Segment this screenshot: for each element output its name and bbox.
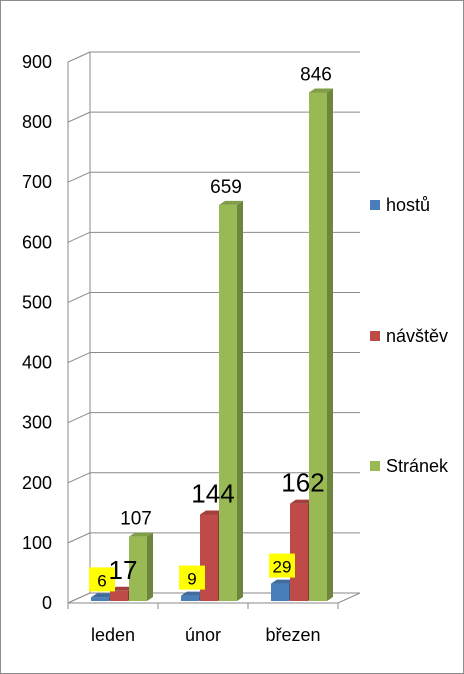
data-label: 659 xyxy=(210,177,242,198)
bar-front xyxy=(181,595,199,601)
gridline-side xyxy=(67,171,91,183)
legend-swatch xyxy=(370,200,380,210)
bar-front xyxy=(91,597,109,601)
x-category-label: leden xyxy=(91,625,135,645)
y-tick-label: 800 xyxy=(22,112,52,132)
y-tick-label: 200 xyxy=(22,473,52,493)
data-label-bg xyxy=(179,565,205,590)
gridline-side xyxy=(67,532,91,544)
bar-top xyxy=(91,593,115,598)
y-tick-label: 700 xyxy=(22,172,52,192)
data-label: 17 xyxy=(109,555,138,585)
data-label: 107 xyxy=(120,509,152,530)
data-label-bg xyxy=(89,567,115,592)
legend-label: Stránek xyxy=(386,456,449,476)
bar-front xyxy=(219,204,237,601)
data-label: 846 xyxy=(300,64,332,85)
legend-item: Stránek xyxy=(370,456,449,476)
bar xyxy=(219,200,243,601)
y-tick-label: 100 xyxy=(22,533,52,553)
bar-top xyxy=(290,499,314,504)
legend-swatch xyxy=(370,331,380,341)
gridline-side xyxy=(67,111,91,123)
y-tick-label: 300 xyxy=(22,413,52,433)
y-axis-ticks: 0 100 200 300 400 500 600 700 800 900 xyxy=(22,52,52,613)
gridline-side xyxy=(67,231,91,243)
bar-top xyxy=(110,586,134,591)
bar-front xyxy=(110,590,128,601)
data-label: 29 xyxy=(273,558,292,577)
y-tick-label: 500 xyxy=(22,292,52,312)
legend-swatch xyxy=(370,461,380,471)
bar xyxy=(129,532,153,601)
gridline-side xyxy=(67,412,91,424)
bar-front xyxy=(290,503,308,601)
gridline-side xyxy=(67,472,91,484)
gridline-side xyxy=(67,51,91,63)
y-tick-label: 600 xyxy=(22,232,52,252)
bar-front xyxy=(129,536,147,601)
bar-side xyxy=(237,200,243,601)
data-label: 9 xyxy=(187,570,196,589)
data-label: 6 xyxy=(97,571,106,590)
legend-label: návštěv xyxy=(386,326,448,346)
y-tick-label: 0 xyxy=(42,593,52,613)
bar-top xyxy=(309,88,333,93)
legend-item: návštěv xyxy=(370,326,448,346)
gridline-side xyxy=(67,291,91,303)
bar-top xyxy=(181,591,205,596)
x-category-label: březen xyxy=(265,625,320,645)
legend-label: hostů xyxy=(386,195,430,215)
bar-top xyxy=(219,200,243,205)
bar-front xyxy=(271,583,289,601)
data-label-bg xyxy=(269,553,295,578)
data-labels: 6 17 107 9 144 659 29 162 846 xyxy=(89,64,332,592)
legend: hostů návštěv Stránek xyxy=(370,195,449,476)
legend-item: hostů xyxy=(370,195,430,215)
bar-top xyxy=(200,510,224,515)
bar-top xyxy=(129,532,153,537)
x-axis-categories: leden únor březen xyxy=(67,603,339,645)
bar xyxy=(309,88,333,602)
data-label: 144 xyxy=(191,478,234,508)
y-tick-label: 900 xyxy=(22,52,52,72)
bar-front xyxy=(309,92,327,602)
bar-side xyxy=(147,532,153,601)
y-tick-label: 400 xyxy=(22,353,52,373)
x-category-label: únor xyxy=(185,625,221,645)
bar-side xyxy=(327,88,333,601)
gridline-side xyxy=(67,352,91,364)
data-label: 162 xyxy=(281,468,324,498)
bar-top xyxy=(271,579,295,584)
